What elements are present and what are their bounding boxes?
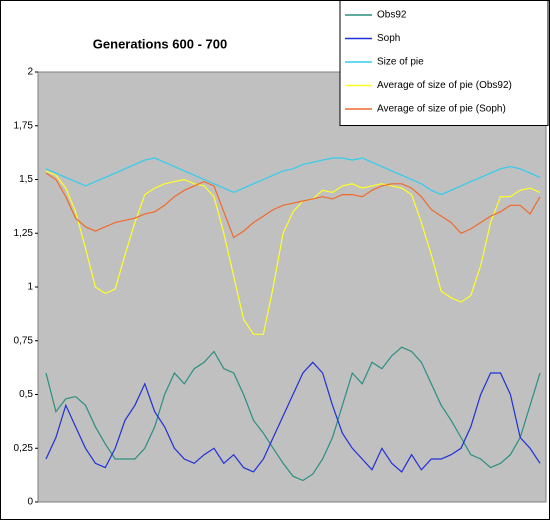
y-tick-label: 0,5 xyxy=(19,389,33,400)
legend-label: Average of size of pie (Soph) xyxy=(377,104,506,115)
legend-label: Obs92 xyxy=(377,10,407,21)
series-line xyxy=(45,157,541,196)
legend-label: Average of size of pie (Obs92) xyxy=(377,80,512,91)
legend-label: Soph xyxy=(377,33,400,44)
series-line xyxy=(45,361,541,473)
y-tick-label: 1,25 xyxy=(14,228,34,239)
y-tick-label: 1,5 xyxy=(19,174,33,185)
y-tick-label: 1,75 xyxy=(14,120,34,131)
legend-label: Size of pie xyxy=(377,57,424,68)
series-line xyxy=(45,170,541,335)
plot-area xyxy=(37,71,547,503)
y-tick-label: 0,75 xyxy=(14,335,34,346)
y-tick-label: 1 xyxy=(27,282,33,293)
chart-title: Generations 600 - 700 xyxy=(93,36,227,51)
legend-entries: Obs92 Soph Size of pie Average of size of p… xyxy=(345,10,512,115)
series-line xyxy=(45,172,541,239)
y-tick-label: 2 xyxy=(27,67,33,78)
y-tick-label: 0,25 xyxy=(14,443,34,454)
plot xyxy=(35,71,541,503)
y-tick-label: 0 xyxy=(27,497,33,508)
legend xyxy=(339,0,549,126)
series-line xyxy=(45,346,541,482)
